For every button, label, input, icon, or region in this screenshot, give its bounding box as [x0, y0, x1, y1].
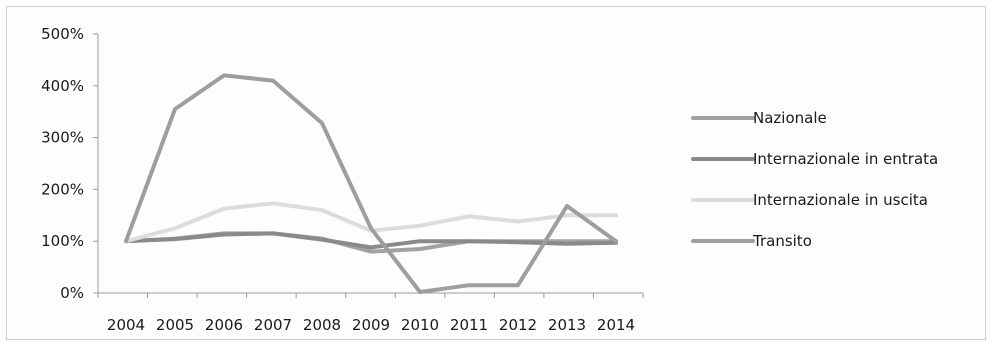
x-tick-label: 2008	[303, 316, 341, 334]
legend: Nazionale Internazionale in entrata Intern…	[691, 109, 938, 250]
y-axis: 0% 100% 200% 300% 400% 500%	[41, 25, 99, 302]
series-line-4	[124, 73, 618, 294]
y-tick-label: 100%	[41, 232, 84, 250]
x-tick-label: 2012	[499, 316, 537, 334]
x-tick-label: 2014	[597, 316, 635, 334]
x-tick-label: 2010	[401, 316, 439, 334]
y-tick-label: 0%	[60, 284, 84, 302]
legend-label: Internazionale in entrata	[753, 150, 938, 168]
series-lines	[124, 73, 618, 294]
x-tick-label: 2007	[254, 316, 292, 334]
x-tick-label: 2006	[205, 316, 243, 334]
legend-label: Nazionale	[753, 109, 827, 127]
x-tick-label: 2013	[548, 316, 586, 334]
x-tick-label: 2009	[352, 316, 390, 334]
x-tick-label: 2004	[107, 316, 145, 334]
x-tick-label: 2011	[450, 316, 488, 334]
y-tick-label: 300%	[41, 129, 84, 147]
y-tick-label: 500%	[41, 25, 84, 43]
y-tick-label: 400%	[41, 77, 84, 95]
legend-label: Transito	[752, 232, 812, 250]
x-tick-label: 2005	[156, 316, 194, 334]
x-axis: 2004 2005 2006 2007 2008 2009 2010 2011 2012 2013…	[97, 292, 644, 334]
series-line-2	[124, 231, 618, 250]
legend-label: Internazionale in uscita	[753, 191, 928, 209]
y-tick-label: 200%	[41, 180, 84, 198]
